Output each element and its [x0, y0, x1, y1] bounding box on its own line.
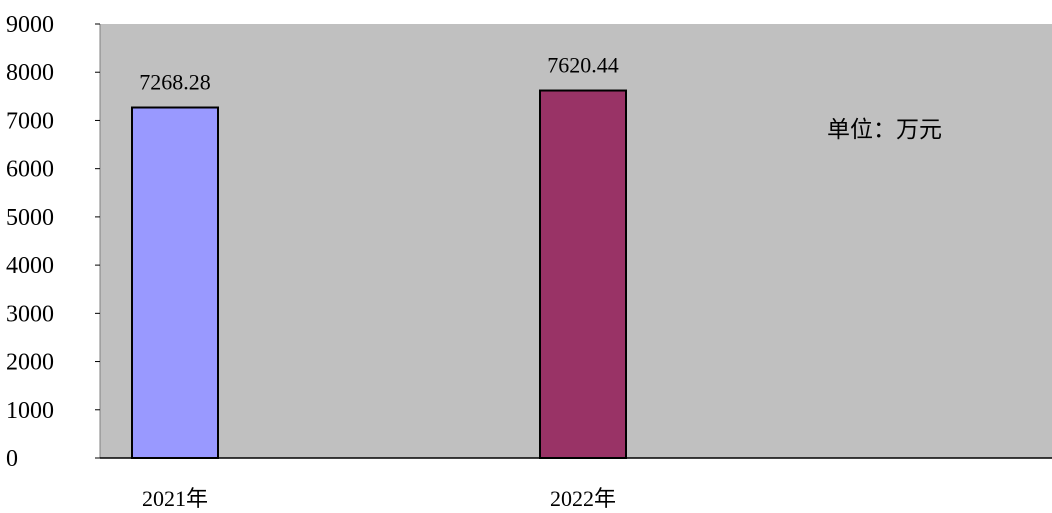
y-tick-label: 0: [6, 446, 18, 472]
x-category-label: 2021年: [142, 486, 208, 508]
y-tick-label: 1000: [6, 398, 54, 424]
y-tick-label: 6000: [6, 157, 54, 183]
y-tick-label: 8000: [6, 60, 54, 86]
y-tick-label: 2000: [6, 350, 54, 376]
bar-2022年: [539, 89, 627, 459]
y-tick-label: 3000: [6, 301, 54, 327]
y-tick-label: 5000: [6, 205, 54, 231]
y-tick-label: 9000: [6, 12, 54, 38]
y-tick-label: 4000: [6, 253, 54, 279]
x-category-label: 2022年: [550, 486, 616, 508]
bar-data-label: 7268.28: [139, 70, 211, 95]
y-tick-label: 7000: [6, 108, 54, 134]
bar-2021年: [131, 106, 219, 459]
unit-note: 单位：万元: [827, 117, 942, 142]
x-axis: 2021年 2022年: [100, 457, 1052, 511]
bar-data-label: 7620.44: [547, 53, 619, 78]
y-axis: 0 1000 2000 3000 4000 5000 6000 7000 8000 9000: [6, 12, 101, 472]
bars-group: 7268.28 7620.44: [131, 53, 627, 459]
